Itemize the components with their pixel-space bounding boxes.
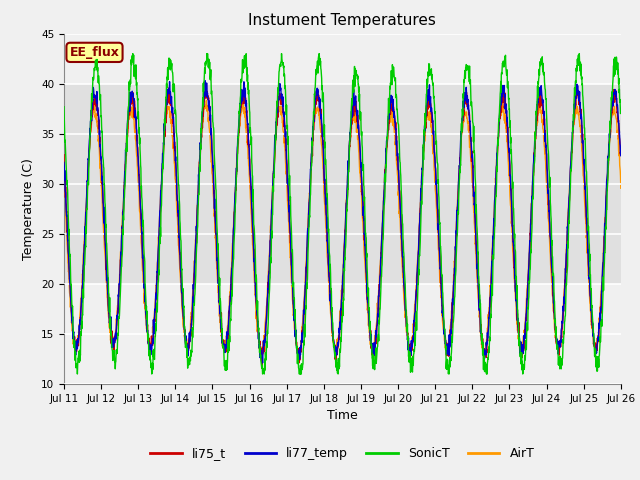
AirT [617,185,625,191]
Bar [64,84,621,284]
li75_t [332,342,339,348]
li77_temp [88,105,96,111]
li77_temp [617,153,625,158]
li75_t [499,91,507,96]
SonicT [602,246,609,252]
li77_temp [317,110,324,116]
SonicT [601,250,609,255]
AirT [332,348,339,354]
SonicT [74,371,81,377]
AirT [602,217,609,223]
li77_temp [499,87,507,93]
li75_t [88,106,96,111]
AirT [60,180,68,186]
Line: AirT: AirT [64,101,621,361]
li75_t [602,219,609,225]
SonicT [617,109,625,115]
SonicT [129,51,136,57]
li77_temp [601,221,609,227]
SonicT [317,58,324,64]
li77_temp [202,78,209,84]
Line: li77_temp: li77_temp [64,81,621,363]
SonicT [60,104,68,109]
Line: li75_t: li75_t [64,86,621,365]
SonicT [499,62,507,68]
li77_temp [60,159,68,165]
Legend: li75_t, li77_temp, SonicT, AirT: li75_t, li77_temp, SonicT, AirT [145,443,540,465]
li77_temp [259,360,266,366]
li75_t [617,151,625,156]
AirT [499,105,507,110]
li77_temp [602,220,609,226]
X-axis label: Time: Time [327,409,358,422]
li75_t [60,152,68,157]
li77_temp [332,344,339,349]
Text: EE_flux: EE_flux [70,46,120,59]
li75_t [317,111,324,117]
Y-axis label: Temperature (C): Temperature (C) [22,158,35,260]
li75_t [202,83,210,89]
AirT [317,127,324,133]
AirT [295,358,303,364]
Line: SonicT: SonicT [64,54,621,374]
li75_t [258,362,266,368]
Title: Instument Temperatures: Instument Temperatures [248,13,436,28]
AirT [202,98,210,104]
SonicT [89,82,97,87]
SonicT [332,350,339,356]
AirT [601,215,609,221]
li75_t [601,238,609,243]
AirT [88,111,96,117]
